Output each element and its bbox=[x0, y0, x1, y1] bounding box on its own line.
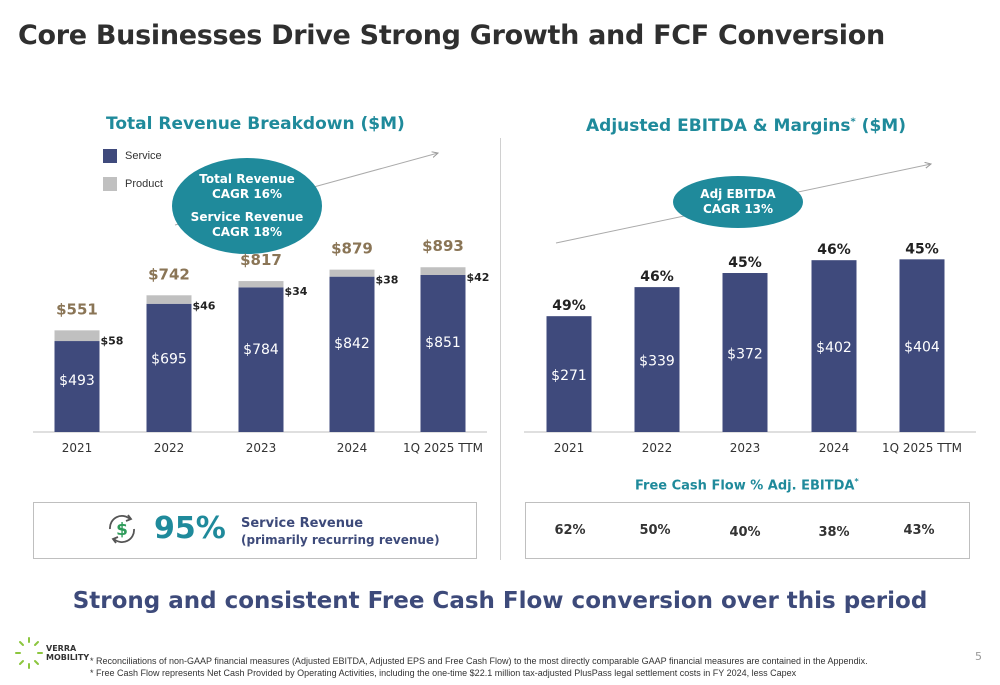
x-tick-label: 2024 bbox=[337, 441, 368, 455]
service-bar bbox=[54, 341, 100, 432]
service-value-label: $851 bbox=[425, 335, 461, 351]
panel-divider bbox=[500, 138, 501, 560]
product-value-label: $46 bbox=[193, 299, 216, 312]
service-revenue-box: $ 95% Service Revenue (primarily recurri… bbox=[33, 502, 477, 559]
revenue-chart-title: Total Revenue Breakdown ($M) bbox=[106, 114, 405, 134]
fcf-value-2024: 38% bbox=[818, 525, 850, 540]
ebitda-chart-title: Adjusted EBITDA & Margins* ($M) bbox=[586, 116, 906, 136]
service-revenue-percent: 95% bbox=[154, 511, 226, 546]
service-bar bbox=[146, 303, 192, 432]
ebitda-cagr-label: Adj EBITDA bbox=[700, 187, 776, 201]
ebitda-bar bbox=[899, 259, 945, 432]
ebitda-margin-label: 46% bbox=[817, 242, 851, 258]
fcf-value-ttm: 43% bbox=[903, 523, 935, 538]
x-tick-label: 2021 bbox=[554, 441, 585, 455]
total-value-label: $893 bbox=[422, 237, 464, 255]
fcf-value-2023: 40% bbox=[729, 525, 761, 540]
ebitda-cagr-value: CAGR 13% bbox=[702, 202, 774, 216]
fcf-value-2021: 62% bbox=[554, 523, 586, 538]
product-value-label: $58 bbox=[101, 334, 124, 347]
product-bar bbox=[238, 281, 284, 288]
ebitda-value-label: $402 bbox=[816, 340, 852, 356]
product-value-label: $42 bbox=[467, 271, 490, 284]
verra-mobility-logo-icon bbox=[15, 637, 43, 669]
ebitda-title-text: Adjusted EBITDA & Margins bbox=[586, 116, 851, 136]
total-value-label: $879 bbox=[331, 240, 373, 258]
x-tick-label: 2024 bbox=[819, 441, 850, 455]
legend-label-service: Service bbox=[125, 150, 162, 162]
ebitda-margin-label: 46% bbox=[640, 269, 674, 285]
service-revenue-cagr-value: CAGR 18% bbox=[211, 225, 283, 239]
service-revenue-sublabel: (primarily recurring revenue) bbox=[241, 533, 440, 547]
total-revenue-cagr-value: CAGR 16% bbox=[211, 187, 283, 201]
legend-swatch-service bbox=[103, 149, 117, 163]
ebitda-value-label: $339 bbox=[639, 354, 675, 370]
service-value-label: $784 bbox=[243, 342, 279, 358]
fcf-title: Free Cash Flow % Adj. EBITDA* bbox=[635, 477, 859, 493]
service-revenue-title: Service Revenue bbox=[241, 516, 364, 531]
total-revenue-cagr-label: Total Revenue bbox=[199, 172, 295, 186]
total-value-label: $742 bbox=[148, 265, 190, 283]
product-bar bbox=[54, 330, 100, 342]
ebitda-bar bbox=[546, 316, 592, 432]
tagline: Strong and consistent Free Cash Flow con… bbox=[72, 588, 928, 614]
ebitda-margin-label: 49% bbox=[552, 298, 586, 314]
fcf-title-marker: * bbox=[854, 477, 859, 486]
footnote-reconciliation: * Reconciliations of non-GAAP financial … bbox=[90, 656, 868, 666]
logo-line1: VERRA bbox=[46, 644, 77, 653]
ebitda-bar bbox=[811, 260, 857, 432]
footnote-fcf-definition: * Free Cash Flow represents Net Cash Pro… bbox=[90, 668, 797, 678]
ebitda-margin-label: 45% bbox=[905, 241, 939, 257]
logo-line2: MOBILITY bbox=[46, 653, 90, 662]
page-number: 5 bbox=[975, 650, 982, 663]
total-value-label: $817 bbox=[240, 251, 282, 269]
total-value-label: $551 bbox=[56, 300, 98, 318]
x-tick-label: 1Q 2025 TTM bbox=[403, 441, 483, 455]
legend-label-product: Product bbox=[125, 178, 163, 190]
fcf-box: 62% 50% 40% 38% 43% bbox=[525, 502, 970, 559]
x-tick-label: 1Q 2025 TTM bbox=[882, 441, 962, 455]
service-value-label: $695 bbox=[151, 352, 187, 368]
fcf-title-text: Free Cash Flow % Adj. EBITDA bbox=[635, 478, 855, 494]
ebitda-value-label: $372 bbox=[727, 347, 763, 363]
product-value-label: $34 bbox=[285, 285, 308, 298]
service-value-label: $842 bbox=[334, 336, 370, 352]
verra-mobility-logo-text: VERRA MOBILITY bbox=[46, 644, 89, 662]
service-bar bbox=[420, 274, 466, 432]
ebitda-value-label: $404 bbox=[904, 340, 940, 356]
service-bar bbox=[329, 276, 375, 432]
ebitda-margin-label: 45% bbox=[728, 255, 762, 271]
x-tick-label: 2023 bbox=[730, 441, 761, 455]
x-tick-label: 2022 bbox=[154, 441, 185, 455]
service-revenue-label: Service Revenue (primarily recurring rev… bbox=[241, 515, 440, 549]
dollar-cycle-icon: $ bbox=[109, 514, 135, 544]
x-tick-label: 2021 bbox=[62, 441, 93, 455]
product-bar bbox=[329, 269, 375, 277]
service-revenue-cagr-label: Service Revenue bbox=[190, 210, 304, 224]
ebitda-bar bbox=[722, 273, 768, 432]
ebitda-value-label: $271 bbox=[551, 368, 587, 384]
product-bar bbox=[146, 295, 192, 304]
product-bar bbox=[420, 267, 466, 275]
page-title: Core Businesses Drive Strong Growth and … bbox=[18, 20, 885, 51]
service-bar bbox=[238, 287, 284, 432]
ebitda-title-marker: * bbox=[850, 116, 856, 128]
legend-swatch-product bbox=[103, 177, 117, 191]
ebitda-chart: $271 49% 2021 $339 46% 2022 $372 45% 2023 $402 46%… bbox=[524, 241, 976, 455]
revenue-cagr-badge: Total Revenue CAGR 16% Service Revenue C… bbox=[172, 158, 322, 254]
ebitda-bar bbox=[634, 287, 680, 432]
service-value-label: $493 bbox=[59, 373, 95, 389]
svg-text:$: $ bbox=[116, 520, 128, 540]
product-value-label: $38 bbox=[376, 274, 399, 287]
x-tick-label: 2022 bbox=[642, 441, 673, 455]
ebitda-cagr-badge: Adj EBITDA CAGR 13% bbox=[673, 176, 803, 228]
fcf-value-2022: 50% bbox=[639, 523, 671, 538]
x-tick-label: 2023 bbox=[246, 441, 277, 455]
ebitda-title-unit: ($M) bbox=[855, 116, 906, 136]
revenue-chart: $493 $58 $551 2021 $695 $46 $742 2022 $784 $34 $81… bbox=[33, 237, 490, 455]
